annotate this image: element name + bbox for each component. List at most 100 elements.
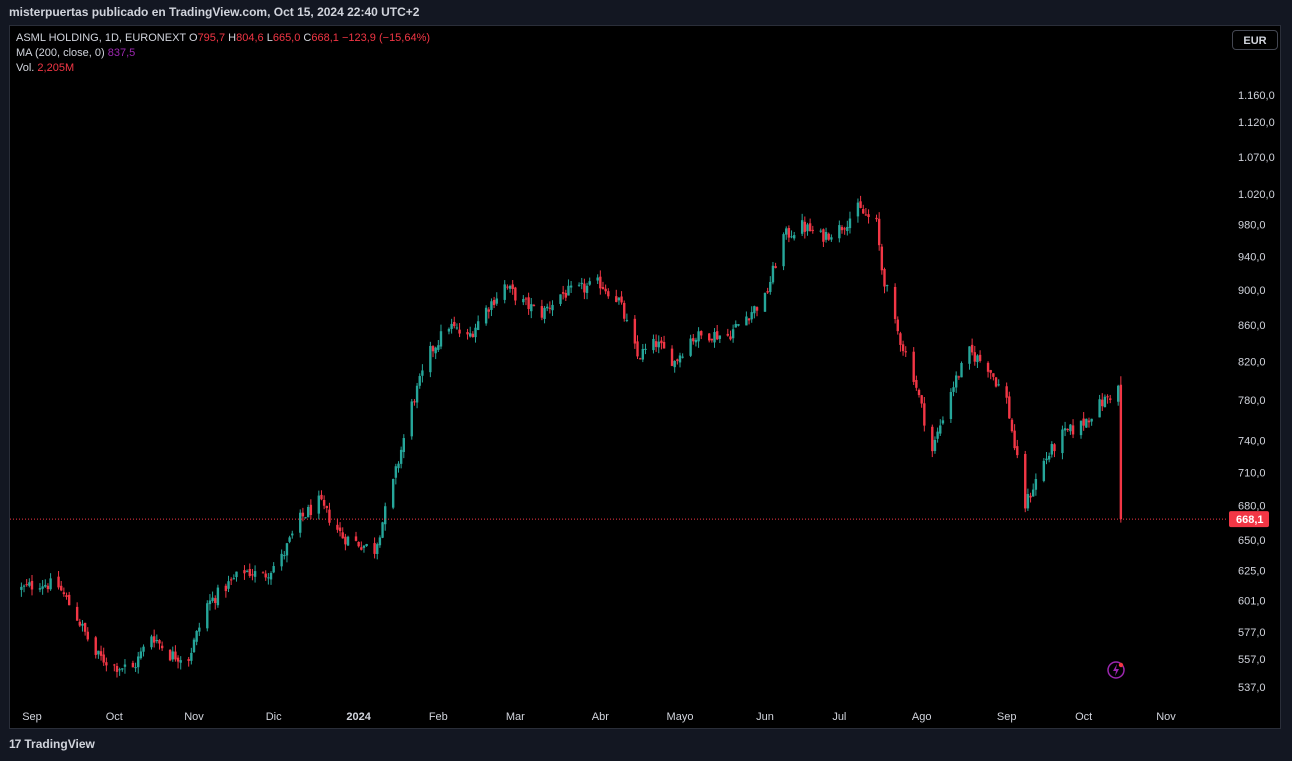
legend-symbol[interactable]: ASML HOLDING, 1D, EURONEXT <box>16 32 186 44</box>
candle-body <box>862 209 865 214</box>
candle-body <box>113 664 116 666</box>
candle-body <box>933 439 937 451</box>
flash-icon[interactable] <box>1106 660 1126 680</box>
candle-body <box>636 341 639 357</box>
candle-body <box>1008 396 1011 419</box>
candle-body <box>867 214 870 218</box>
candle-body <box>65 595 68 597</box>
candle-body <box>381 522 384 538</box>
y-tick-label: 537,0 <box>1238 682 1266 694</box>
candle-body <box>673 360 676 368</box>
candle-body <box>864 214 868 216</box>
candle-body <box>431 346 435 352</box>
y-tick-label: 1.160,0 <box>1238 90 1275 102</box>
x-tick-label: Nov <box>1156 711 1176 723</box>
candle-body <box>551 304 554 311</box>
candle-body <box>543 307 546 319</box>
candle-body <box>753 306 756 314</box>
last-price-label: 668,1 <box>1236 514 1264 526</box>
candle-body <box>641 348 645 360</box>
candle-body <box>232 578 236 580</box>
candle-body <box>973 352 976 362</box>
candle-body <box>527 297 530 309</box>
candle-body <box>336 524 339 530</box>
candle-body <box>487 309 490 312</box>
y-tick-label: 680,0 <box>1238 501 1266 513</box>
candle-body <box>134 667 137 669</box>
candle-body <box>625 319 629 321</box>
candle-body <box>700 331 703 336</box>
candle-body <box>421 370 424 376</box>
currency-button[interactable]: EUR <box>1232 30 1278 50</box>
candle-body <box>160 645 164 649</box>
candle-body <box>365 543 368 547</box>
y-tick-label: 900,0 <box>1238 285 1266 297</box>
candle-body <box>941 420 945 424</box>
candle-body <box>877 218 881 246</box>
candle-body <box>755 307 759 311</box>
candle-body <box>859 201 862 208</box>
candle-body <box>978 354 982 361</box>
candle-body <box>206 603 209 629</box>
candle-body <box>957 376 961 378</box>
candle-body <box>633 318 637 344</box>
last-price-badge <box>1229 511 1269 528</box>
candle-body <box>1071 425 1075 435</box>
candle-body <box>774 266 777 269</box>
candle-body <box>25 584 28 586</box>
candle-body <box>78 621 82 626</box>
candle-body <box>524 298 528 300</box>
chart-pane[interactable] <box>9 25 1281 729</box>
candle-body <box>726 333 730 336</box>
candle-body <box>97 650 100 655</box>
candle-body <box>670 348 674 366</box>
candle-body <box>1050 444 1054 455</box>
candle-body <box>301 512 305 517</box>
candle-body <box>152 636 156 643</box>
x-tick-label: Jul <box>832 711 846 723</box>
candle-body <box>731 329 735 339</box>
legend-volume-row[interactable]: Vol. 2,205M <box>16 61 430 76</box>
candle-body <box>492 299 496 306</box>
candle-body <box>235 571 238 578</box>
candle-body <box>912 351 915 382</box>
candle-body <box>782 234 785 267</box>
candle-body <box>949 392 953 420</box>
candle-body <box>583 283 586 293</box>
candle-body <box>808 223 812 232</box>
candle-body <box>360 547 363 550</box>
candle-body <box>617 297 621 301</box>
legend-high-value: 804,6 <box>236 32 264 44</box>
candle-body <box>288 537 291 542</box>
legend-low-label: L <box>266 32 273 44</box>
candle-body <box>676 359 679 361</box>
candle-body <box>1103 396 1107 408</box>
candle-body <box>214 598 217 604</box>
candle-body <box>506 286 509 288</box>
candle-body <box>697 331 700 342</box>
legend-ma-row[interactable]: MA (200, close, 0) 837,5 <box>16 46 430 61</box>
candle-body <box>899 333 902 345</box>
legend-ma-value: 837,5 <box>107 47 136 59</box>
tradingview-logo-icon: 17 <box>9 737 21 751</box>
candle-body <box>838 225 841 239</box>
tradingview-footer[interactable]: 17 TradingView <box>9 737 95 751</box>
candle-body <box>986 362 990 372</box>
candle-body <box>22 585 26 587</box>
legend-change: −123,9 (−15,64%) <box>341 32 431 44</box>
candle-body <box>694 339 698 343</box>
candle-body <box>1109 398 1112 400</box>
candle-body <box>819 230 822 232</box>
candle-body <box>880 246 884 271</box>
candle-body <box>734 324 737 328</box>
candle-body <box>1106 396 1109 398</box>
y-tick-label: 820,0 <box>1238 357 1266 369</box>
candle-body <box>970 344 974 353</box>
candle-body <box>60 585 63 591</box>
candle-body <box>896 319 899 332</box>
candle-body <box>474 327 477 338</box>
candle-body <box>604 288 607 292</box>
candle-body <box>28 582 31 586</box>
candle-body <box>559 294 562 304</box>
